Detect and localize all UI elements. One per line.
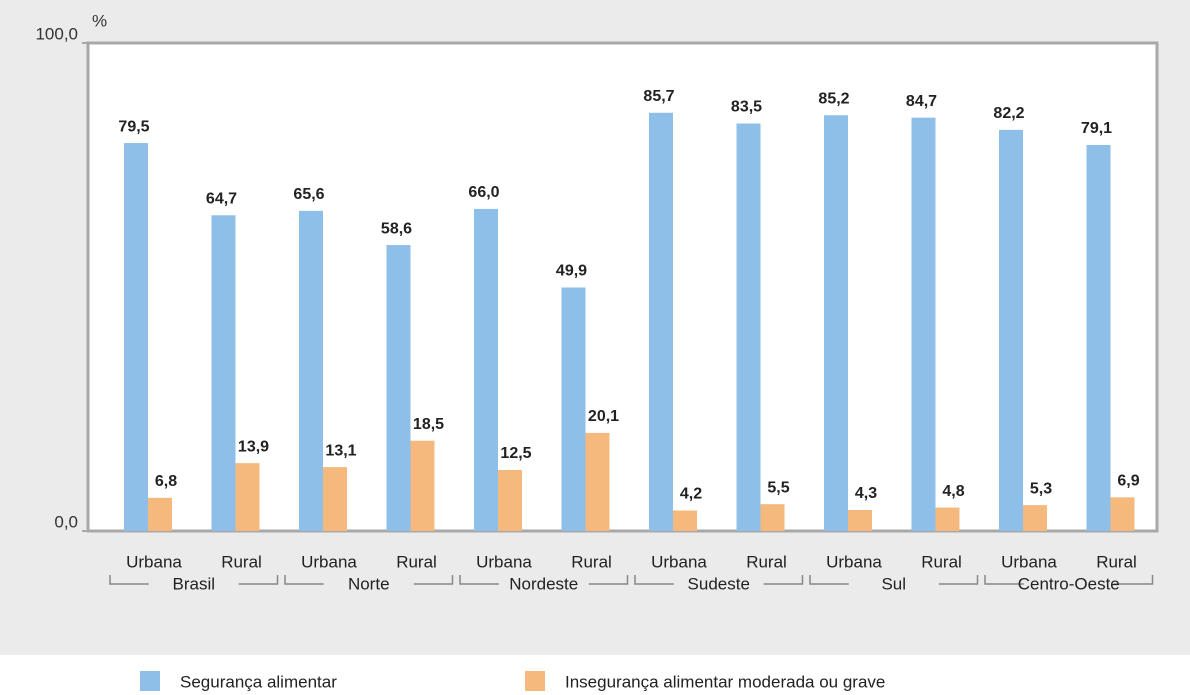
x-tick-label: Urbana	[1001, 552, 1057, 571]
group-label: Brasil	[172, 574, 215, 593]
value-label: 18,5	[413, 416, 444, 433]
bar	[474, 208, 498, 532]
bar	[824, 115, 848, 531]
group-label: Sudeste	[688, 574, 750, 593]
y-tick-label: 0,0	[54, 512, 78, 531]
group-bracket	[459, 575, 629, 585]
plot-area	[86, 41, 1159, 533]
bar	[124, 143, 148, 532]
bar	[386, 245, 411, 532]
x-tick-label: Rural	[221, 552, 262, 571]
value-label: 5,3	[1030, 480, 1052, 497]
value-label: 82,2	[993, 105, 1024, 122]
bar	[1023, 505, 1047, 531]
group-bracket	[634, 575, 804, 585]
bar	[211, 215, 236, 531]
legend-label: Segurança alimentar	[180, 672, 337, 691]
value-label: 6,8	[155, 473, 177, 490]
x-tick-label: Rural	[921, 552, 962, 571]
x-tick-label: Rural	[746, 552, 787, 571]
value-label: 83,5	[731, 99, 762, 116]
group-label: Nordeste	[509, 574, 578, 593]
group-bracket	[809, 575, 979, 585]
bar	[935, 507, 960, 531]
value-label: 6,9	[1117, 473, 1139, 490]
value-label: 4,8	[942, 483, 964, 500]
value-label: 4,3	[855, 485, 877, 502]
group-bracket	[984, 575, 1154, 585]
legend-swatch	[525, 671, 545, 691]
bar	[1086, 144, 1111, 531]
value-label: 66,0	[468, 184, 499, 201]
x-tick-label: Rural	[1096, 552, 1137, 571]
group-label: Norte	[348, 574, 390, 593]
group-bracket	[109, 575, 279, 585]
bar	[299, 210, 323, 531]
x-tick-label: Urbana	[651, 552, 707, 571]
bar	[911, 117, 936, 531]
value-label: 65,6	[293, 186, 324, 203]
value-label: 84,7	[906, 93, 937, 110]
bar	[410, 440, 435, 531]
bar	[1110, 497, 1135, 531]
bar	[760, 504, 785, 531]
value-label: 79,5	[118, 118, 149, 135]
value-label: 12,5	[500, 445, 531, 462]
legend-label: Insegurança alimentar moderada ou grave	[565, 672, 885, 691]
value-label: 13,1	[325, 442, 356, 459]
bar	[148, 497, 172, 531]
bar	[999, 129, 1023, 531]
bar	[323, 467, 347, 531]
bar	[585, 432, 610, 531]
bar	[736, 123, 761, 532]
legend-swatch	[140, 671, 160, 691]
value-label: 49,9	[556, 263, 587, 280]
value-label: 13,9	[238, 438, 269, 455]
bar	[498, 470, 522, 531]
bar	[649, 112, 673, 531]
value-label: 85,7	[643, 88, 674, 105]
bar	[848, 510, 872, 531]
bar	[235, 463, 260, 531]
x-tick-label: Urbana	[826, 552, 882, 571]
y-unit: %	[92, 11, 107, 30]
x-tick-label: Urbana	[301, 552, 357, 571]
value-label: 58,6	[381, 220, 412, 237]
group-label: Sul	[881, 574, 906, 593]
value-label: 5,5	[767, 479, 789, 496]
bar	[561, 287, 586, 531]
x-tick-label: Rural	[571, 552, 612, 571]
group-bracket	[284, 575, 454, 585]
value-label: 4,2	[680, 486, 702, 503]
x-tick-label: Urbana	[476, 552, 532, 571]
value-label: 85,2	[818, 90, 849, 107]
bar	[673, 510, 697, 531]
value-label: 20,1	[588, 408, 619, 425]
y-tick-label: 100,0	[35, 24, 78, 43]
group-label: Centro-Oeste	[1018, 574, 1120, 593]
value-label: 79,1	[1081, 120, 1112, 137]
x-tick-label: Rural	[396, 552, 437, 571]
x-tick-label: Urbana	[126, 552, 182, 571]
value-label: 64,7	[206, 190, 237, 207]
